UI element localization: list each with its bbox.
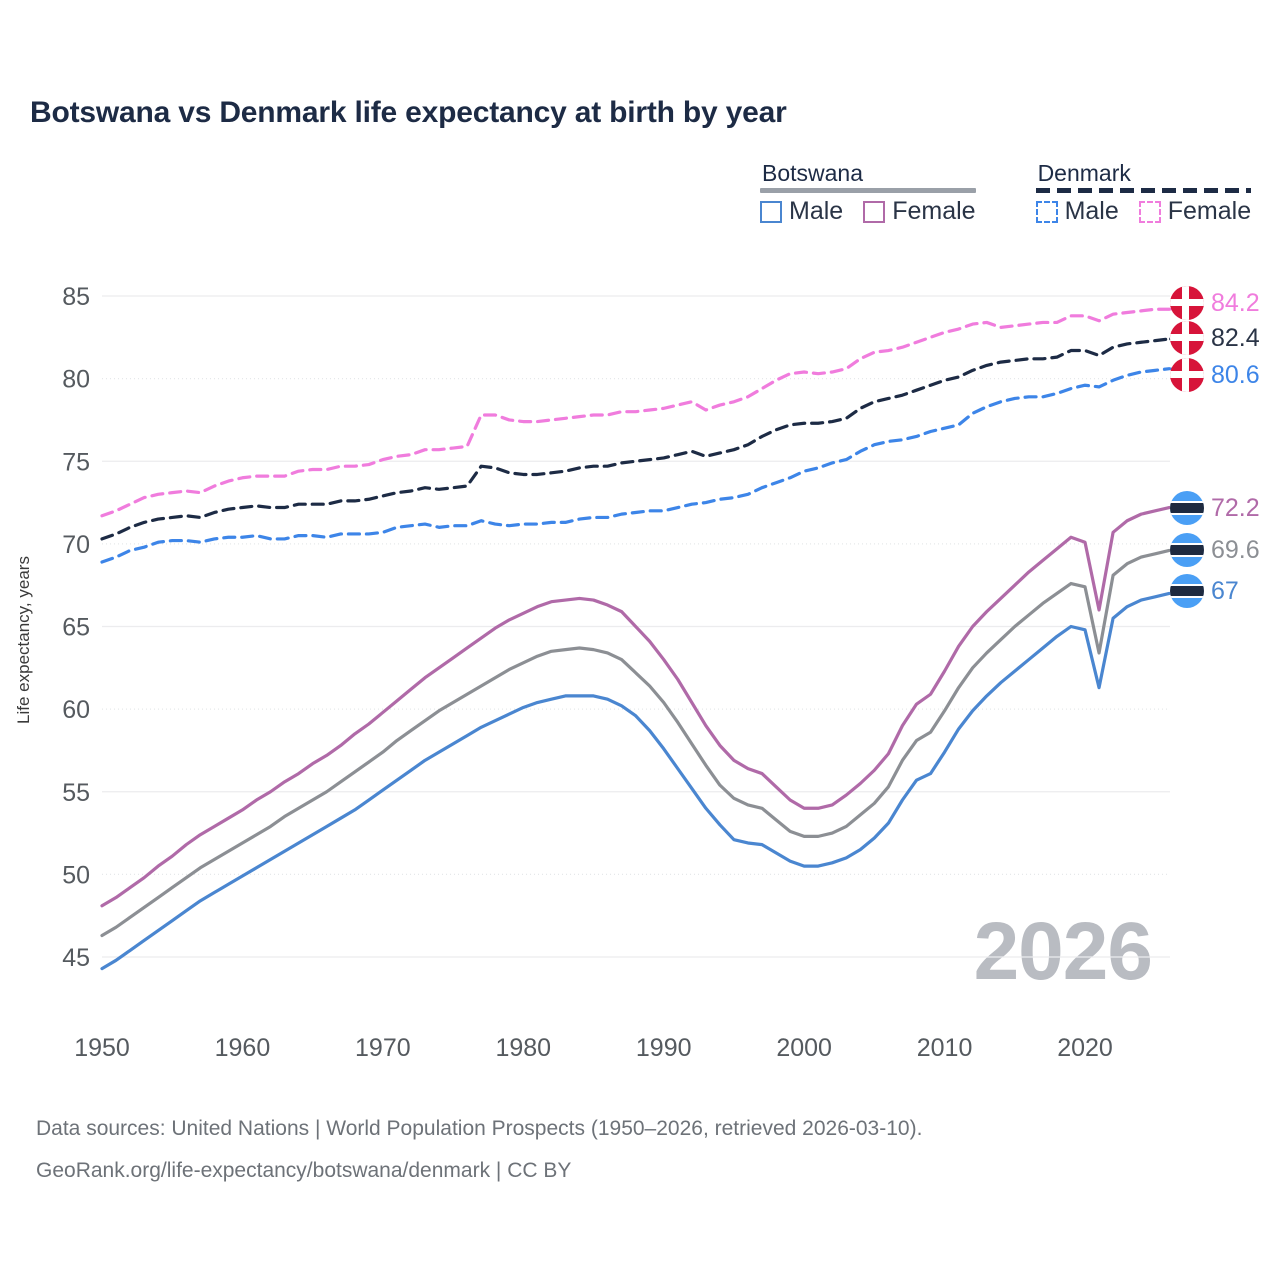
legend-label-denmark-male: Male xyxy=(1064,197,1119,225)
y-axis-tick: 65 xyxy=(62,614,90,642)
series-line xyxy=(100,505,1171,908)
footer-credits: Data sources: United Nations | World Pop… xyxy=(36,1108,922,1192)
series-end-value: 72.2 xyxy=(1211,493,1260,522)
legend-group-title-botswana: Botswana xyxy=(762,160,864,186)
y-axis-tick: 75 xyxy=(62,448,90,476)
series-end-value: 80.6 xyxy=(1211,360,1260,389)
legend-rule-botswana xyxy=(760,188,976,193)
legend-item-denmark-male[interactable]: Male xyxy=(1035,197,1119,225)
legend-group-title-denmark: Denmark xyxy=(1037,160,1131,186)
series-end-label: 69.6 xyxy=(1170,533,1260,567)
page-title: Botswana vs Denmark life expectancy at b… xyxy=(30,96,787,129)
legend-label-botswana-male: Male xyxy=(789,197,844,225)
year-watermark: 2026 xyxy=(973,906,1153,997)
botswana-flag-icon xyxy=(1170,491,1204,525)
y-axis-tick: 85 xyxy=(62,283,90,311)
legend-label-botswana-female: Female xyxy=(892,197,976,225)
legend-item-botswana-female[interactable]: Female xyxy=(863,197,976,225)
series-line xyxy=(100,548,1171,938)
denmark-flag-icon xyxy=(1170,321,1204,355)
legend-group-botswana: Botswana Male Female xyxy=(760,160,976,224)
y-axis-tick: 45 xyxy=(62,944,90,972)
series-end-value: 84.2 xyxy=(1211,288,1260,317)
y-axis-tick: 70 xyxy=(62,531,90,559)
x-axis-tick: 2020 xyxy=(1057,1034,1113,1062)
series-line xyxy=(100,307,1171,518)
series-line xyxy=(100,337,1171,541)
y-axis-tick: 60 xyxy=(62,696,90,724)
series-end-label: 80.6 xyxy=(1170,358,1260,392)
denmark-flag-icon xyxy=(1170,286,1204,320)
x-axis-tick: 1970 xyxy=(355,1034,411,1062)
series-line xyxy=(100,591,1171,971)
series-end-label: 72.2 xyxy=(1170,491,1260,525)
botswana-flag-icon xyxy=(1170,533,1204,567)
legend-group-denmark: Denmark Male Female xyxy=(1035,160,1252,225)
series-end-label: 67 xyxy=(1170,574,1239,608)
legend-swatch-botswana-male xyxy=(760,200,782,223)
legend-label-denmark-female: Female xyxy=(1167,197,1252,225)
x-axis-tick: 1980 xyxy=(495,1034,551,1062)
denmark-flag-icon xyxy=(1170,358,1204,392)
series-end-label: 82.4 xyxy=(1170,321,1260,355)
x-axis-tick: 1990 xyxy=(636,1034,692,1062)
series-end-value: 67 xyxy=(1211,576,1239,605)
x-axis-tick: 1960 xyxy=(215,1034,271,1062)
x-axis-tick: 2010 xyxy=(917,1034,973,1062)
legend-swatch-denmark-male xyxy=(1035,200,1058,223)
x-axis-tick: 1950 xyxy=(74,1034,130,1062)
footer-line-2: GeoRank.org/life-expectancy/botswana/den… xyxy=(36,1159,572,1182)
legend-rule-denmark xyxy=(1035,188,1252,193)
y-axis-tick: 55 xyxy=(62,779,90,807)
series-end-value: 82.4 xyxy=(1211,323,1260,352)
botswana-flag-icon xyxy=(1170,574,1204,608)
series-end-label: 84.2 xyxy=(1170,286,1260,320)
series-line xyxy=(100,367,1171,564)
y-axis-tick: 50 xyxy=(62,861,90,889)
series-end-value: 69.6 xyxy=(1211,535,1260,564)
x-axis-tick: 2000 xyxy=(776,1034,832,1062)
y-axis-tick: 80 xyxy=(62,366,90,394)
chart-legend: Botswana Male Female Denmark Male xyxy=(760,160,1252,225)
legend-item-botswana-male[interactable]: Male xyxy=(760,199,843,224)
legend-item-denmark-female[interactable]: Female xyxy=(1138,197,1252,225)
legend-swatch-botswana-female xyxy=(863,200,886,223)
legend-swatch-denmark-female xyxy=(1138,200,1161,223)
footer-line-1: Data sources: United Nations | World Pop… xyxy=(36,1117,923,1140)
